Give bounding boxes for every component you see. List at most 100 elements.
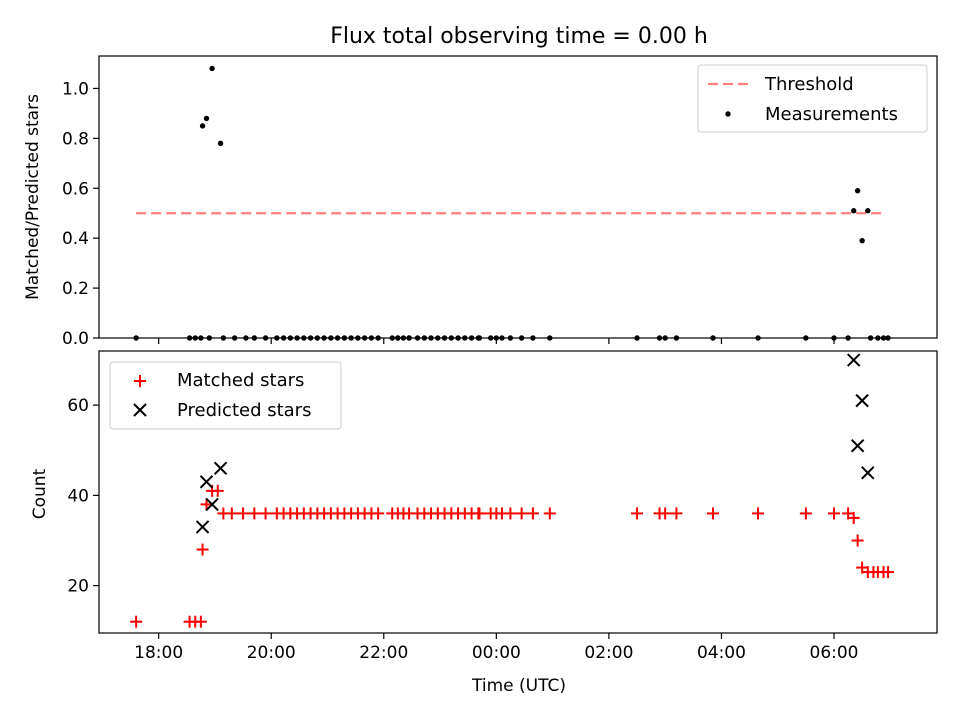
measurement-point xyxy=(845,335,851,341)
bottom-y-tick-label: 40 xyxy=(67,486,89,506)
measurement-point xyxy=(854,188,861,194)
predicted-star-point xyxy=(205,497,219,512)
top-panel: 0.0 0.2 0.4 0.6 0.8 1.0 Matched/Predicted sta… xyxy=(23,55,938,349)
measurement-point xyxy=(243,335,249,341)
measurement-point xyxy=(507,335,514,341)
measurement-point xyxy=(710,335,716,341)
matched-star-point xyxy=(526,507,539,520)
x-tick-label: 06:00 xyxy=(810,643,859,663)
measurement-point xyxy=(662,335,668,341)
matched-star-point xyxy=(211,484,224,497)
measurement-point xyxy=(321,335,327,341)
matched-star-point xyxy=(194,615,207,628)
measurement-point xyxy=(206,335,213,341)
top-y-tick-label: 0.4 xyxy=(62,229,89,249)
matched-star-point xyxy=(196,543,209,556)
measurement-point xyxy=(209,65,215,72)
measurement-point xyxy=(867,335,874,341)
measurement-point xyxy=(493,335,500,341)
x-tick-label: 20:00 xyxy=(247,643,296,663)
measurement-point xyxy=(251,335,258,341)
measurement-point xyxy=(634,335,640,341)
legend-threshold-label: Threshold xyxy=(764,74,854,95)
matched-star-point xyxy=(473,507,486,520)
measurement-point xyxy=(428,335,434,341)
bottom-axes-frame xyxy=(98,350,938,634)
matched-star-point xyxy=(225,507,238,520)
x-tick-label: 22:00 xyxy=(359,643,408,663)
matched-star-point xyxy=(543,507,556,520)
matched-star-point xyxy=(707,507,720,520)
x-tick-label: 00:00 xyxy=(472,643,521,663)
measurement-point xyxy=(406,335,412,341)
x-tick-label: 04:00 xyxy=(697,643,746,663)
matched-star-point xyxy=(799,507,812,520)
predicted-star-point xyxy=(861,466,875,480)
measurement-point xyxy=(199,123,206,129)
top-y-tick-label: 1.0 xyxy=(62,79,89,99)
predicted-star-point xyxy=(855,393,869,408)
measurement-point xyxy=(280,335,287,341)
measurement-point xyxy=(294,335,300,341)
measurement-point xyxy=(375,335,381,341)
matched-star-point xyxy=(200,498,213,511)
bottom-legend: Matched stars Predicted stars xyxy=(109,361,342,430)
measurement-point xyxy=(395,335,401,341)
measurement-point xyxy=(341,335,348,341)
measurement-point xyxy=(203,115,210,122)
measurement-point xyxy=(441,335,448,341)
measurement-point xyxy=(400,335,407,341)
measurement-point xyxy=(755,335,761,341)
legend-matched-label: Matched stars xyxy=(177,370,304,391)
matched-star-point xyxy=(259,507,272,520)
matched-star-point xyxy=(659,507,672,520)
legend-measurements-swatch xyxy=(725,111,731,117)
measurement-point xyxy=(307,335,314,341)
matched-star-point xyxy=(237,507,250,520)
matched-star-point xyxy=(882,566,895,579)
count-points xyxy=(130,353,895,628)
measurement-point xyxy=(865,208,871,214)
x-tick-label: 02:00 xyxy=(584,643,633,663)
measurement-point xyxy=(831,335,837,341)
measurement-point xyxy=(274,335,280,341)
measurement-point xyxy=(361,335,368,341)
bottom-panel: 20 40 60 18:00 20:00 22:00 00:00 02:00 04:00 06:… xyxy=(30,350,938,696)
matched-star-point xyxy=(631,507,644,520)
measurement-point xyxy=(476,335,483,341)
measurement-point xyxy=(673,335,680,341)
top-y-tick-label: 0.6 xyxy=(62,179,89,199)
measurement-point xyxy=(880,335,887,341)
bottom-y-ticks: 20 40 60 xyxy=(67,396,99,597)
predicted-star-point xyxy=(850,439,865,453)
measurement-points xyxy=(133,65,891,341)
predicted-star-point xyxy=(846,353,861,367)
bottom-y-axis-label: Count xyxy=(30,468,50,519)
top-y-tick-label: 0.0 xyxy=(62,329,89,349)
matched-star-point xyxy=(851,534,864,547)
bottom-y-tick-label: 60 xyxy=(67,396,89,416)
measurement-point xyxy=(287,335,294,341)
measurement-point xyxy=(355,335,361,341)
legend-predicted-swatch xyxy=(133,403,147,417)
top-legend: Threshold Measurements xyxy=(697,64,928,133)
predicted-star-point xyxy=(195,520,210,534)
top-y-axis-label: Matched/Predicted stars xyxy=(23,94,43,300)
matched-star-point xyxy=(130,615,143,628)
x-tick-label: 18:00 xyxy=(134,643,183,663)
top-y-tick-label: 0.2 xyxy=(62,279,89,299)
measurement-point xyxy=(328,335,334,341)
matched-star-point xyxy=(828,507,841,520)
measurement-point xyxy=(803,335,809,341)
measurement-point xyxy=(448,335,455,341)
legend-measurements-label: Measurements xyxy=(765,104,898,125)
matched-star-point xyxy=(847,511,860,524)
measurement-point xyxy=(192,335,198,341)
top-y-tick-label: 0.8 xyxy=(62,129,89,149)
bottom-y-tick-label: 20 xyxy=(67,577,89,597)
matched-star-point xyxy=(248,507,261,520)
measurement-point xyxy=(231,335,238,341)
measurement-point xyxy=(301,335,307,341)
measurement-point xyxy=(198,335,204,341)
